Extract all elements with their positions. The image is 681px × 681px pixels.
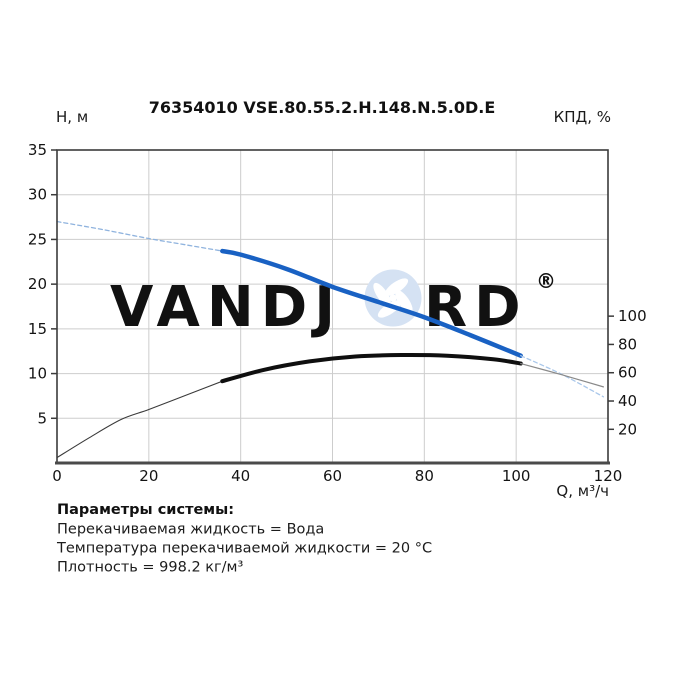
tick-labels: 5 10 15 20 25 30 35 20 40 60 80 100 0 20 40 60 80 100 120 (28, 141, 647, 485)
watermark-text-left: VANDJ (110, 275, 342, 340)
left-tick-label: 15 (28, 320, 47, 338)
chart-title: 76354010 VSE.80.55.2.H.148.N.5.0D.E (149, 98, 496, 117)
system-parameters-heading: Параметры системы: (57, 502, 234, 518)
system-parameters: Параметры системы: Перекачиваемая жидкос… (56, 502, 432, 576)
system-parameter-density: Плотность = 998.2 кг/м³ (57, 560, 243, 576)
efficiency-curve-thin (56, 380, 223, 459)
right-tick-label: 80 (618, 335, 637, 353)
efficiency-curve-thick (220, 353, 523, 384)
left-tick-label: 25 (28, 230, 47, 248)
left-axis-label: Н, м (56, 108, 88, 126)
performance-curves (56, 220, 605, 459)
x-tick-label: 0 (52, 467, 62, 485)
head-curve-thin (56, 220, 223, 252)
right-tick-label: 40 (618, 392, 637, 410)
efficiency-curve-tail (520, 362, 605, 388)
left-tick-label: 30 (28, 186, 47, 204)
axes-frame (51, 149, 614, 465)
x-axis-label: Q, м³/ч (556, 482, 609, 500)
head-curve-thick (220, 248, 524, 358)
system-parameter-temperature: Температура перекачиваемой жидкости = 20… (56, 541, 432, 557)
registered-trademark-icon: ® (536, 269, 556, 293)
x-tick-label: 120 (594, 467, 623, 485)
x-tick-label: 60 (323, 467, 342, 485)
vandjord-watermark: VANDJ RD ® (110, 269, 556, 340)
x-tick-label: 80 (415, 467, 434, 485)
system-parameter-liquid: Перекачиваемая жидкость = Вода (57, 522, 324, 538)
right-tick-label: 60 (618, 364, 637, 382)
watermark-text-right: RD (424, 275, 528, 340)
left-tick-label: 20 (28, 275, 47, 293)
right-axis-label: КПД, % (554, 108, 611, 126)
head-curve-tail (520, 355, 605, 398)
left-tick-label: 10 (28, 365, 47, 383)
x-tick-label: 40 (231, 467, 250, 485)
left-tick-label: 5 (37, 409, 47, 427)
right-tick-label: 20 (618, 420, 637, 438)
grid-lines (57, 150, 608, 463)
x-tick-label: 20 (139, 467, 158, 485)
x-tick-label: 100 (502, 467, 531, 485)
right-tick-label: 100 (618, 307, 647, 325)
left-tick-label: 35 (28, 141, 47, 159)
